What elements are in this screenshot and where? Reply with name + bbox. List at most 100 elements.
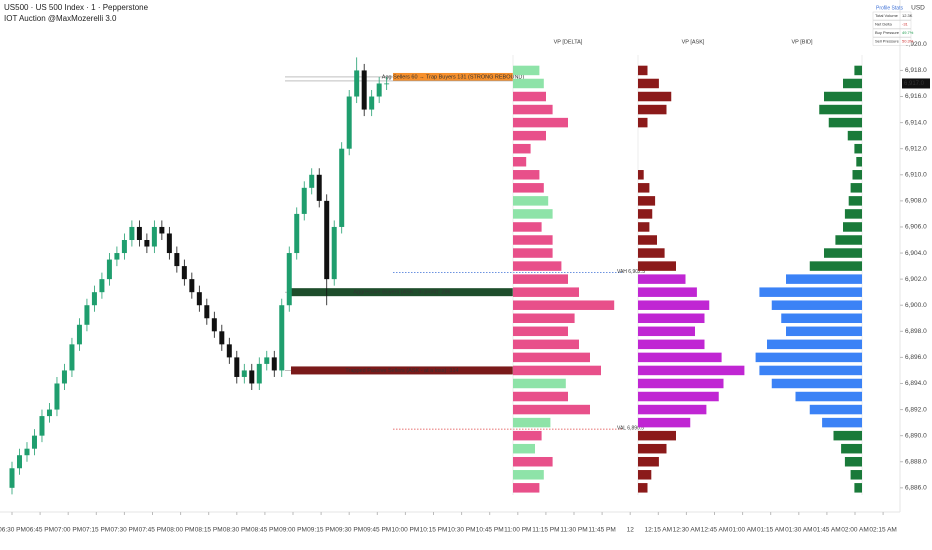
candle-body xyxy=(84,305,90,325)
stats-label: Buy Pressure xyxy=(875,30,900,35)
profile-bar xyxy=(638,300,710,310)
profile-bar xyxy=(513,378,566,389)
x-tick-label: 12:15 AM xyxy=(645,527,672,534)
profile-bar xyxy=(513,117,568,128)
y-tick-label: 6,894.0 xyxy=(905,380,927,387)
candle-body xyxy=(286,253,292,306)
profile-bar xyxy=(513,130,546,141)
chart-title: US500 · US 500 Index · 1 · Pepperstone xyxy=(4,3,149,12)
profile-bar xyxy=(638,339,705,350)
x-tick-label: 01:45 AM xyxy=(813,527,840,534)
profile-bar xyxy=(513,261,562,271)
profile-bar xyxy=(513,78,544,89)
x-tick-label: 10:00 PM xyxy=(391,527,419,534)
x-tick-label: 07:45 PM xyxy=(139,527,167,534)
profile-bar xyxy=(767,339,862,350)
profile-bar xyxy=(638,404,707,415)
profile-bar xyxy=(513,248,553,258)
profile-bar xyxy=(638,443,667,454)
profile-bar xyxy=(513,483,540,493)
candle-body xyxy=(69,344,75,371)
x-tick-label: 09:15 PM xyxy=(307,527,335,534)
y-tick-label: 6,914.0 xyxy=(905,119,927,126)
annotation-tag xyxy=(291,366,513,375)
profile-bar xyxy=(638,222,650,232)
profile-bar xyxy=(513,235,553,245)
profile-bar xyxy=(843,78,862,89)
candle-body xyxy=(294,213,300,254)
y-tick-label: 6,920.0 xyxy=(905,41,927,48)
y-tick-label: 6,900.0 xyxy=(905,302,927,309)
x-tick-label: 02:00 AM xyxy=(841,527,868,534)
candle-body xyxy=(31,435,37,449)
profile-title: VP [DELTA] xyxy=(554,39,583,45)
candle-body xyxy=(114,253,120,260)
candle-body xyxy=(279,305,285,371)
profile-bar xyxy=(638,352,722,363)
profile-bar xyxy=(638,209,653,219)
profile-bar xyxy=(638,170,644,180)
x-tick-label: 06:45 PM xyxy=(26,527,54,534)
candle-body xyxy=(91,292,97,306)
y-tick-label: 6,916.0 xyxy=(905,93,927,100)
profile-bar xyxy=(638,378,724,389)
profile-bar xyxy=(513,65,540,76)
candle-body xyxy=(354,70,360,97)
profile-bar xyxy=(828,117,862,128)
candle-body xyxy=(339,148,345,227)
y-tick-label: 6,906.0 xyxy=(905,224,927,231)
candle-body xyxy=(24,448,30,456)
profile-bar xyxy=(513,183,544,193)
profile-bar xyxy=(513,456,553,467)
profile-bar xyxy=(850,183,862,193)
profile-bar xyxy=(513,209,553,219)
profile-bar xyxy=(638,365,745,376)
profile-bar xyxy=(847,130,862,141)
annotation-text: Agg Sellers 60 → Trap Buyers 131 (STRONG… xyxy=(382,74,525,80)
annotation-tag xyxy=(291,288,513,297)
candle-body xyxy=(99,279,105,293)
annotation-tag xyxy=(393,72,513,81)
y-tick-label: 6,912.0 xyxy=(905,145,927,152)
y-tick-label: 6,890.0 xyxy=(905,432,927,439)
candle-body xyxy=(129,226,135,240)
stats-row xyxy=(872,20,912,29)
currency: USD xyxy=(911,5,925,12)
candle-body xyxy=(241,370,247,377)
profile-bar xyxy=(638,196,656,206)
value-area-label: VAL 6,890.5 xyxy=(617,425,644,431)
profile-bar xyxy=(835,235,862,245)
profile-bar xyxy=(833,430,862,441)
profile-bar xyxy=(854,65,862,76)
profile-bar xyxy=(854,483,862,493)
profile-bar xyxy=(638,274,686,284)
profile-bar xyxy=(513,365,601,376)
candle-body xyxy=(144,240,150,247)
profile-bar xyxy=(638,104,667,115)
x-tick-label: 07:00 PM xyxy=(54,527,82,534)
x-tick-label: 11:15 PM xyxy=(532,527,559,534)
profile-bar xyxy=(638,117,648,128)
candle-body xyxy=(324,200,330,280)
x-tick-label: 06:30 PM xyxy=(0,527,26,534)
profile-bar xyxy=(781,313,862,324)
profile-bar xyxy=(854,143,862,154)
x-tick-label: 11:45 PM xyxy=(588,527,615,534)
last-price-label: 6,917.0 xyxy=(904,81,925,87)
profile-bar xyxy=(809,404,862,415)
y-tick-label: 6,896.0 xyxy=(905,354,927,361)
candle-body xyxy=(39,416,45,436)
x-tick-label: 09:30 PM xyxy=(335,527,363,534)
profile-bar xyxy=(513,326,568,337)
candle-body xyxy=(106,259,112,280)
stats-value: 12.3K xyxy=(902,13,913,18)
y-tick-label: 6,904.0 xyxy=(905,250,927,257)
profile-bar xyxy=(822,417,862,428)
candle-body xyxy=(234,357,240,377)
stats-row xyxy=(872,28,912,38)
profile-bar xyxy=(638,326,695,337)
candle-body xyxy=(211,318,217,332)
candle-body xyxy=(226,344,232,358)
y-tick-label: 6,898.0 xyxy=(905,328,927,335)
